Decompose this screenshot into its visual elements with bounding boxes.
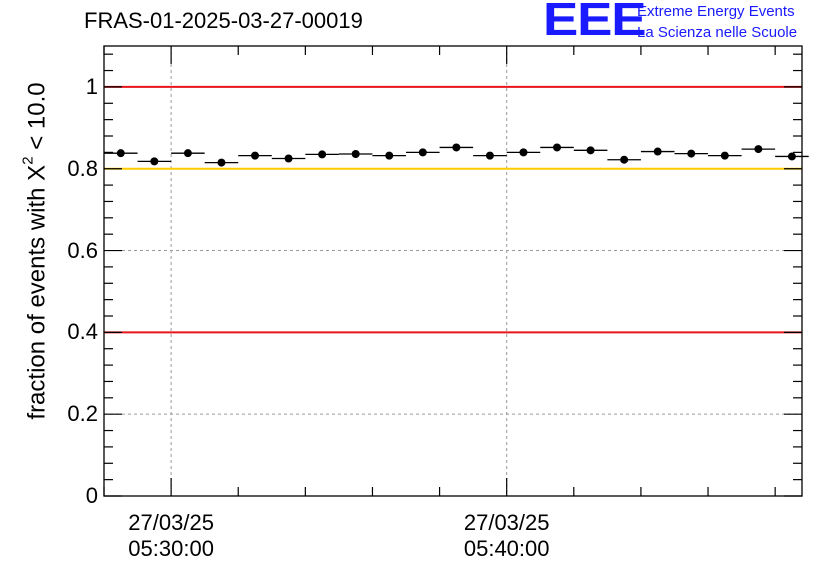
x-tick-time: 05:30:00 (128, 536, 214, 561)
y-axis-label-sup: 2 (19, 156, 37, 165)
data-point (183, 149, 192, 158)
data-point (553, 143, 562, 152)
y-tick-label: 0.8 (67, 155, 98, 181)
data-point (485, 151, 494, 160)
data-point (720, 151, 729, 160)
data-point (586, 146, 595, 155)
logo-mark: EEE (543, 0, 647, 45)
data-point (687, 149, 696, 158)
data-point (620, 155, 629, 164)
eee-logo: EEE Extreme Energy Events La Scienza nel… (543, 0, 833, 46)
x-tick-date: 27/03/25 (463, 510, 550, 535)
y-axis-label-prefix: fraction of events with (23, 180, 51, 420)
data-point (519, 148, 528, 157)
data-point (318, 150, 327, 159)
y-tick-label: 0.4 (67, 319, 98, 345)
data-point (653, 147, 662, 156)
data-point (284, 154, 293, 163)
logo-line-1: Extreme Energy Events (637, 3, 795, 20)
data-point (116, 149, 125, 158)
y-tick-label: 0.6 (67, 237, 98, 263)
data-point (385, 151, 394, 160)
data-point (418, 148, 427, 157)
data-point (787, 152, 796, 161)
x-tick-label: 27/03/25 05:30:00 (128, 510, 214, 562)
logo-line-2: La Scienza nelle Scuole (637, 24, 798, 41)
x-tick-date: 27/03/25 (128, 510, 214, 535)
x-tick-label: 27/03/25 05:40:00 (464, 510, 550, 562)
y-tick-label: 0.2 (67, 401, 98, 427)
data-point (251, 151, 260, 160)
y-tick-label: 1 (85, 73, 98, 99)
data-point (754, 145, 763, 154)
plot-frame (103, 45, 803, 497)
y-tick-label: 0 (85, 483, 98, 508)
data-point (452, 143, 461, 152)
data-point (351, 150, 360, 158)
data-point (217, 158, 226, 167)
data-point (150, 157, 159, 166)
chart-title: FRAS-01-2025-03-27-00019 (84, 8, 363, 33)
x-tick-time: 05:40:00 (463, 536, 550, 561)
